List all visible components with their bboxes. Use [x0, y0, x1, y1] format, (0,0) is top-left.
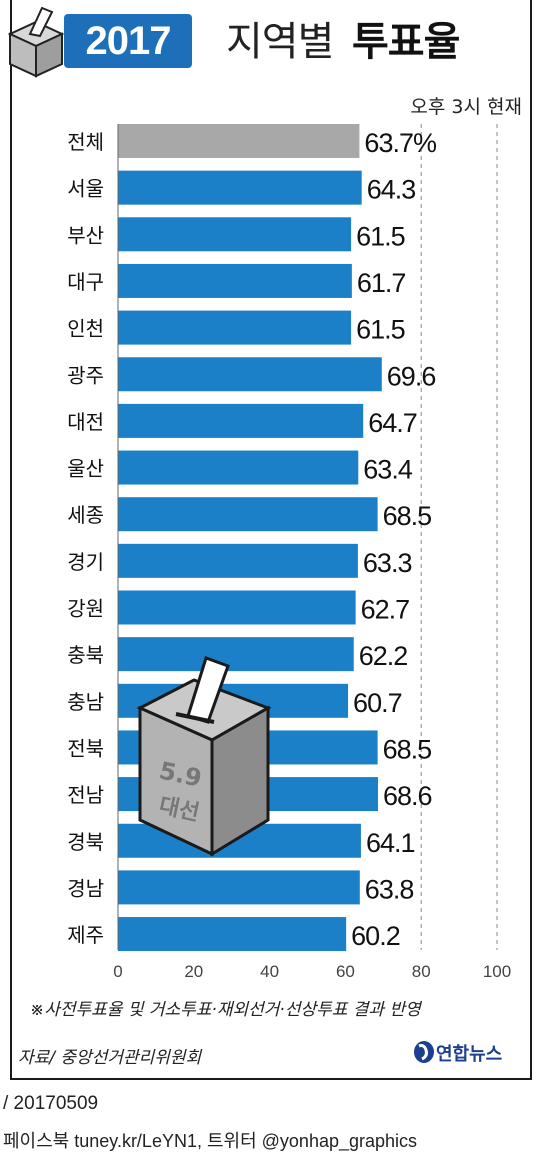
ballot-box-icon [7, 6, 65, 78]
value-label: 68.6 [383, 781, 432, 811]
source-label: 자료/ 중앙선거관리위원회 [18, 1048, 202, 1068]
brand-name: 연합뉴스 [436, 1044, 503, 1065]
year-badge [64, 14, 192, 68]
category-label: 인천 [67, 317, 104, 341]
subtitle-time: 오후 3시 현재 [410, 96, 522, 118]
bar-3 [118, 263, 352, 298]
bar-0 [118, 124, 360, 158]
bar-10 [118, 590, 356, 625]
publish-date: / 20170509 [3, 1093, 99, 1114]
value-label: 64.7 [368, 408, 417, 438]
value-label: 63.8 [365, 874, 414, 904]
value-label: 63.4 [363, 455, 413, 485]
category-label: 서울 [67, 177, 104, 201]
x-tick-label: 60 [336, 962, 355, 981]
bar-6 [118, 403, 364, 438]
category-label: 경북 [67, 830, 104, 854]
category-label: 경기 [67, 550, 104, 574]
category-label: 강원 [67, 597, 104, 621]
x-tick-label: 100 [483, 962, 511, 981]
category-label: 울산 [67, 457, 104, 481]
value-label: 61.5 [356, 315, 405, 345]
value-label: 68.5 [383, 734, 432, 764]
title-turnout: 투표율 [352, 19, 460, 65]
title-region: 지역별 [226, 19, 334, 65]
x-tick-label: 40 [260, 962, 279, 981]
value-label: 63.7% [364, 128, 437, 158]
value-label: 61.7 [357, 268, 406, 298]
value-label: 64.1 [366, 828, 415, 858]
value-label: 63.3 [363, 548, 412, 578]
x-tick-label: 20 [184, 962, 203, 981]
value-label: 61.5 [356, 221, 405, 251]
category-label: 광주 [67, 363, 104, 387]
bar-5 [118, 357, 382, 392]
ballot-box-illustration: 5.9 대선 [136, 656, 272, 857]
header: 2017 지역별 투표율 [0, 0, 542, 82]
value-label: 60.2 [351, 921, 400, 951]
category-label: 전남 [67, 783, 104, 807]
category-label: 대구 [67, 270, 104, 294]
value-label: 62.7 [361, 595, 410, 625]
category-label: 세종 [67, 503, 104, 527]
category-label: 전체 [67, 130, 104, 154]
category-label: 전북 [67, 736, 104, 760]
value-label: 64.3 [367, 175, 416, 205]
yonhap-logo-icon [414, 1041, 434, 1063]
value-label: 68.5 [383, 501, 432, 531]
bar-11 [118, 637, 354, 672]
x-tick-label: 80 [412, 962, 431, 981]
bar-7 [118, 450, 359, 485]
category-label: 제주 [67, 923, 104, 947]
bar-16 [118, 870, 360, 905]
x-tick-label: 0 [113, 962, 122, 981]
bar-2 [118, 217, 352, 252]
bar-4 [118, 310, 352, 345]
category-label: 대전 [67, 410, 104, 434]
category-label: 충북 [67, 643, 104, 667]
category-label: 부산 [67, 223, 104, 247]
bar-17 [118, 917, 347, 952]
category-label: 충남 [67, 690, 104, 714]
value-label: 62.2 [359, 641, 408, 671]
social-links: 페이스북 tuney.kr/LeYN1, 트위터 @yonhap_graphic… [3, 1131, 418, 1151]
value-label: 69.6 [387, 361, 436, 391]
bar-1 [118, 170, 362, 205]
year-label: 2017 [85, 19, 172, 63]
footnote: ※사전투표율 및 거소투표·재외선거·선상투표 결과 반영 [30, 1000, 421, 1020]
category-label: 경남 [67, 876, 104, 900]
value-label: 60.7 [353, 688, 402, 718]
bar-8 [118, 497, 378, 532]
bar-9 [118, 543, 358, 578]
